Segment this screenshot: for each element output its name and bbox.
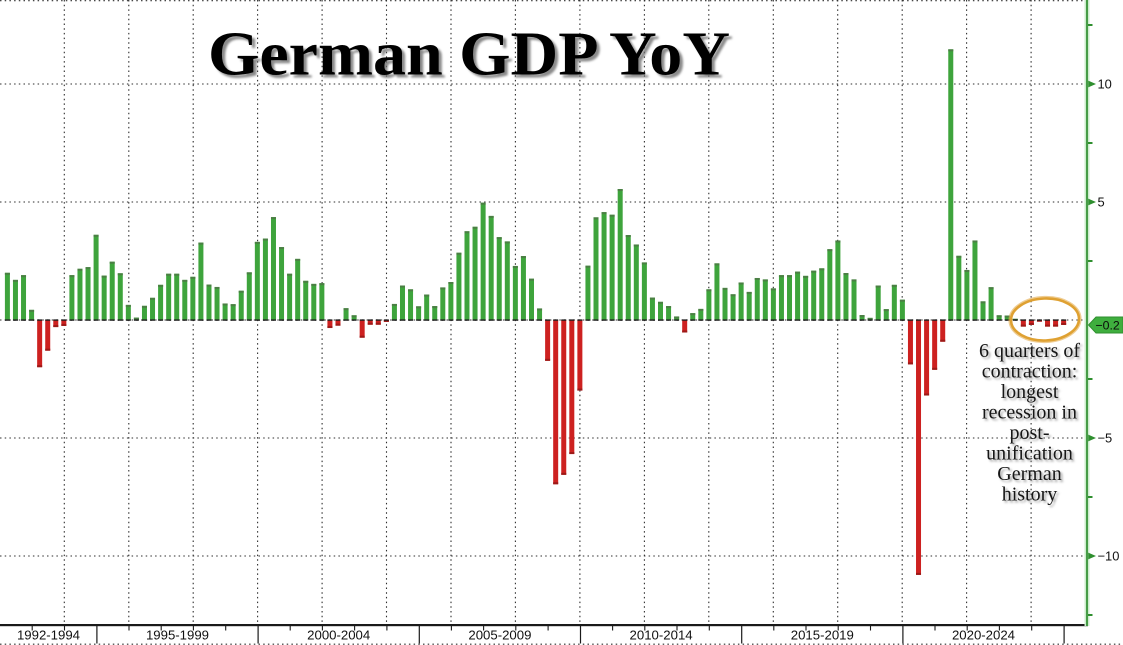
svg-text:10: 10 <box>1098 77 1112 92</box>
svg-text:−5: −5 <box>1098 431 1113 446</box>
svg-text:German GDP YoY: German GDP YoY <box>208 21 730 89</box>
svg-text:history: history <box>1002 484 1058 506</box>
svg-text:−10: −10 <box>1098 549 1120 564</box>
svg-text:1995-1999: 1995-1999 <box>146 628 209 643</box>
svg-text:2010-2014: 2010-2014 <box>630 628 693 643</box>
svg-text:recession in: recession in <box>982 402 1077 424</box>
svg-text:German: German <box>997 463 1061 485</box>
svg-text:unification: unification <box>986 443 1073 465</box>
svg-text:5: 5 <box>1098 195 1105 210</box>
svg-text:2005-2009: 2005-2009 <box>468 628 531 643</box>
svg-text:−0.2: −0.2 <box>1096 319 1120 333</box>
svg-text:2020-2024: 2020-2024 <box>952 628 1015 643</box>
svg-text:post-: post- <box>1010 422 1050 444</box>
svg-text:1992-1994: 1992-1994 <box>17 628 80 643</box>
svg-text:6 quarters of: 6 quarters of <box>979 340 1080 362</box>
svg-text:2000-2004: 2000-2004 <box>307 628 370 643</box>
svg-text:contraction:: contraction: <box>982 361 1078 383</box>
svg-text:2015-2019: 2015-2019 <box>791 628 854 643</box>
svg-text:longest: longest <box>1001 381 1059 403</box>
